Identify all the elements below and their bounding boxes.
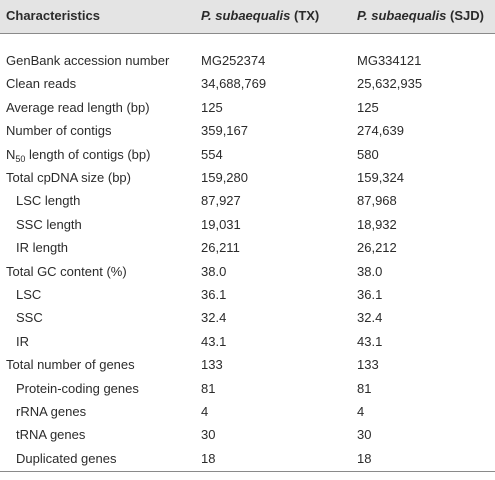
cell-value: 159,280 <box>201 170 248 185</box>
cell-value: 32.4 <box>201 310 227 326</box>
header-row <box>0 0 495 34</box>
row-label: Number of contigs <box>6 123 112 139</box>
cell-value: 133 <box>201 357 223 373</box>
header-cell: P. subaequalis (TX) <box>201 8 319 24</box>
row-label: Total number of genes <box>6 357 135 373</box>
cell-value: 19,031 <box>201 216 241 232</box>
cell-value: 87,968 <box>357 193 397 209</box>
row-label: rRNA genes <box>16 404 87 419</box>
row-label: tRNA genes <box>16 427 86 443</box>
label-main: N <box>6 146 16 162</box>
row-label: Clean reads <box>6 76 77 92</box>
cell-value: 38.0 <box>201 263 227 279</box>
cell-value: 36.1 <box>357 287 383 302</box>
label-rest: length of contigs (bp) <box>29 146 151 162</box>
cell-value: 32.4 <box>357 310 383 326</box>
cell-value: MG334121 <box>357 53 422 68</box>
cell-value: 274,639 <box>357 123 404 139</box>
cell-value: 125 <box>357 99 379 115</box>
row-label: SSC length <box>16 216 82 232</box>
label-subscript: 50 <box>15 153 26 164</box>
cell-value: 125 <box>201 99 223 115</box>
row-label: SSC <box>16 310 43 326</box>
cell-value: 81 <box>357 380 372 396</box>
header-cell: Characteristics <box>6 8 100 24</box>
cell-value: 87,927 <box>201 193 241 209</box>
header-suffix: (SJD) <box>449 8 484 23</box>
header-suffix: (TX) <box>293 8 320 23</box>
cell-value: 133 <box>357 357 379 373</box>
cell-value: 580 <box>357 146 379 162</box>
row-label: GenBank accession number <box>6 53 170 68</box>
row-label: Average read length (bp) <box>6 99 150 115</box>
cell-value: 26,211 <box>201 240 240 256</box>
cell-value: MG252374 <box>201 53 266 68</box>
cell-value: 26,212 <box>357 240 397 256</box>
table-bottom-rule <box>0 471 495 472</box>
cell-value: 43.1 <box>357 333 383 349</box>
cell-value: 81 <box>201 380 216 396</box>
cell-value: 554 <box>201 146 223 162</box>
cell-value: 30 <box>201 427 216 443</box>
cell-value: 159,324 <box>357 170 404 185</box>
row-label: N50 length of contigs (bp) <box>6 146 151 164</box>
cell-value: 30 <box>357 427 372 443</box>
row-label: LSC length <box>16 193 81 209</box>
cell-value: 38.0 <box>357 263 383 279</box>
row-label: Total cpDNA size (bp) <box>6 170 131 185</box>
header-text: Characteristics <box>6 8 100 23</box>
row-label: IR <box>16 333 29 349</box>
cell-value: 18 <box>201 450 216 466</box>
row-label: Duplicated genes <box>16 450 117 466</box>
cell-value: 18 <box>357 450 372 466</box>
header-cell: P. subaequalis (SJD) <box>357 8 484 24</box>
row-label: LSC <box>16 287 42 302</box>
cell-value: 36.1 <box>201 287 227 302</box>
cell-value: 359,167 <box>201 123 248 139</box>
cell-value: 25,632,935 <box>357 76 423 92</box>
row-label: Protein-coding genes <box>16 380 139 396</box>
row-label: Total GC content (%) <box>6 263 127 279</box>
cell-value: 4 <box>201 404 209 419</box>
species-name: P. subaequalis <box>357 8 447 23</box>
row-label: IR length <box>16 240 69 256</box>
cell-value: 4 <box>357 404 365 419</box>
cell-value: 43.1 <box>201 333 227 349</box>
cell-value: 18,932 <box>357 216 397 232</box>
species-name: P. subaequalis <box>201 8 291 23</box>
cell-value: 34,688,769 <box>201 76 267 92</box>
